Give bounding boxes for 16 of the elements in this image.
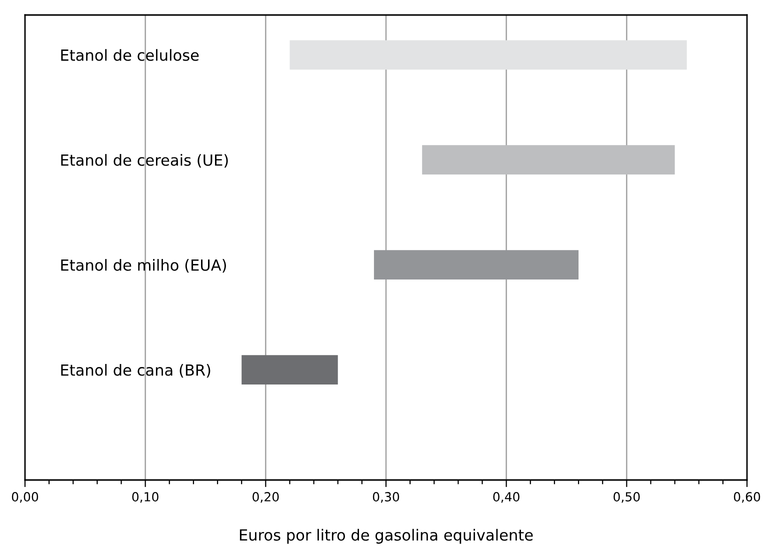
bar	[422, 145, 675, 175]
x-tick-label: 0,50	[614, 492, 640, 503]
bar	[290, 40, 687, 70]
x-tick-label: 0,10	[132, 492, 158, 503]
y-tick-label: Etanol de cana (BR)	[61, 364, 210, 378]
x-tick-label: 0,30	[372, 492, 400, 503]
y-tick-label: Etanol de celulose	[61, 49, 199, 61]
x-tick-label: 0,60	[734, 492, 760, 503]
x-tick-label: 0,20	[252, 492, 279, 503]
x-axis-title: Euros por litro de gasolina equivalente	[240, 528, 533, 544]
x-tick-label: 0,40	[493, 492, 520, 503]
x-tick-label: 0,00	[12, 492, 38, 503]
bar	[374, 250, 579, 280]
y-tick-label: Etanol de cereais (UE)	[61, 154, 228, 168]
y-tick-label: Etanol de milho (EUA)	[61, 259, 226, 273]
bar	[242, 355, 338, 384]
